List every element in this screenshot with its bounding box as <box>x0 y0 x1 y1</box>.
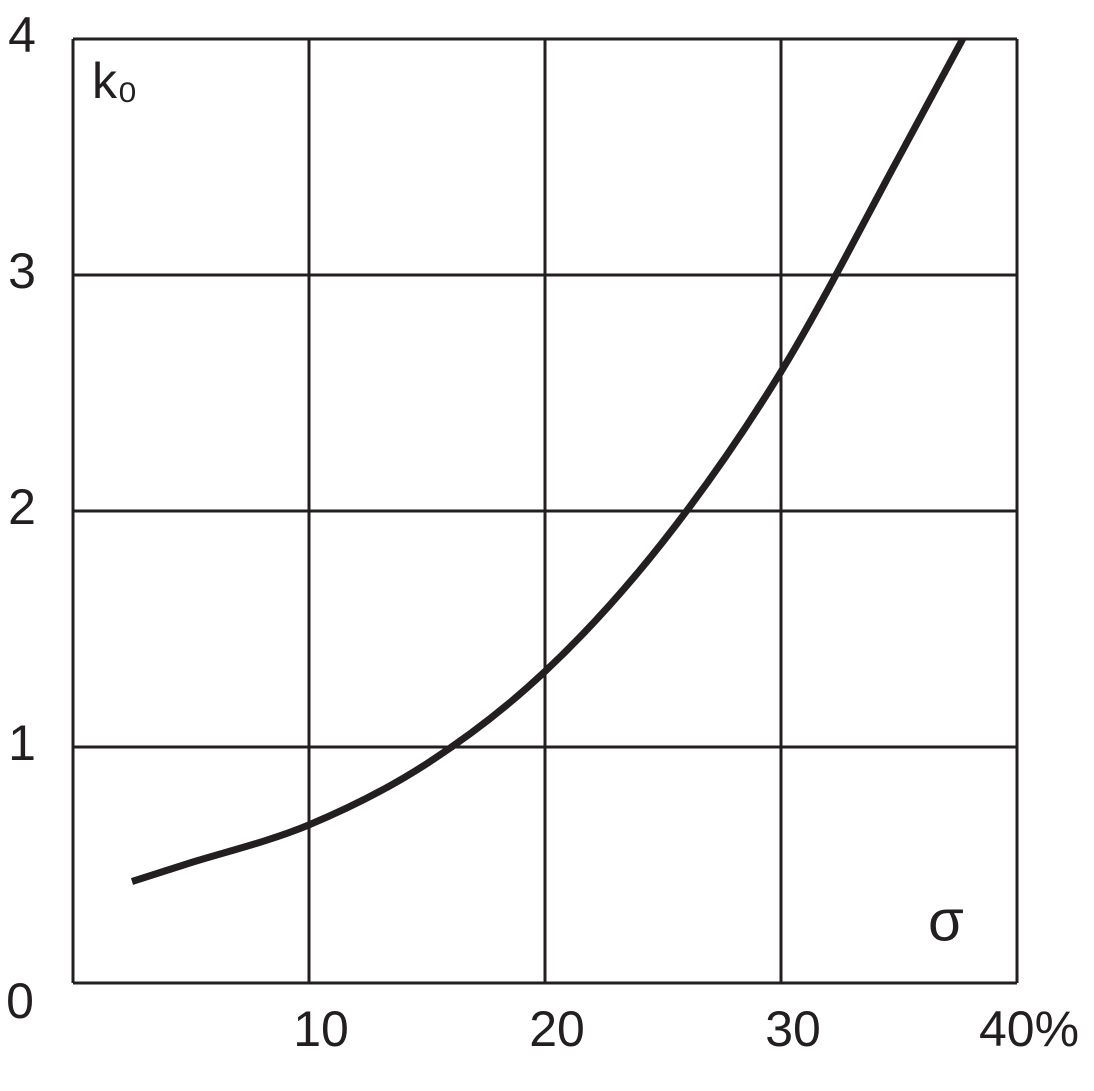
x-tick-label: 30 <box>765 1001 821 1057</box>
x-tick-label: 10 <box>293 1001 349 1057</box>
x-tick-label: 40% <box>979 1001 1079 1057</box>
x-tick-label: 20 <box>529 1001 585 1057</box>
y-tick-label: 1 <box>8 715 36 771</box>
y-tick-label: 4 <box>8 7 36 63</box>
curve <box>130 37 966 885</box>
y-tick-label: 2 <box>8 479 36 535</box>
y-tick-label: 3 <box>8 243 36 299</box>
x-tick-label: 0 <box>6 973 34 1029</box>
x-axis-label: σ <box>928 888 964 953</box>
y-axis-label: k₀ <box>92 53 138 109</box>
